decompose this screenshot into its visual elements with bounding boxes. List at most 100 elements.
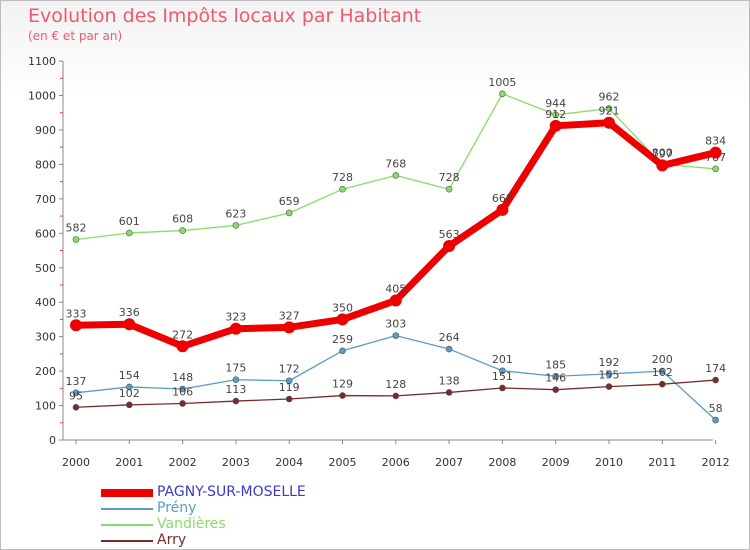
data-label: 137 (66, 375, 87, 388)
data-label: 102 (119, 387, 140, 400)
y-tick-label: 300 (35, 331, 56, 344)
y-tick-label: 700 (35, 193, 56, 206)
x-tick-label: 2000 (62, 456, 90, 469)
data-label: 175 (225, 362, 246, 375)
data-point (445, 389, 453, 396)
data-label: 323 (225, 311, 246, 324)
data-label: 154 (119, 369, 140, 382)
x-tick-label: 2004 (275, 456, 303, 469)
data-point (339, 392, 346, 399)
x-tick-label: 2001 (115, 456, 143, 469)
data-point (232, 376, 240, 384)
data-point (605, 105, 613, 112)
data-label: 608 (172, 213, 193, 226)
data-label: 728 (439, 171, 460, 184)
data-point (712, 376, 719, 384)
data-point (656, 159, 669, 172)
y-tick-label: 600 (35, 227, 56, 240)
data-label: 148 (172, 371, 193, 384)
legend-swatch (101, 524, 153, 526)
series-line (75, 119, 717, 350)
x-tick-label: 2008 (488, 456, 516, 469)
data-label: 921 (599, 105, 620, 118)
data-label: 659 (279, 195, 300, 208)
data-point (499, 384, 506, 392)
legend-item: Prény (101, 500, 421, 517)
data-point (658, 367, 666, 375)
series-arry: 95 102 106 113 119 129 128 138 151 146 155 162 174 (69, 362, 726, 411)
data-point (552, 372, 560, 380)
data-point (70, 319, 82, 332)
legend-label: Arry (157, 532, 187, 548)
data-label: 834 (705, 135, 726, 148)
chart-title: Evolution des Impôts locaux par Habitant (28, 5, 422, 27)
data-point (552, 111, 560, 119)
series-vandi-res: 5826016086236597287687281005944962800787 (66, 76, 726, 243)
data-label: 146 (545, 372, 566, 385)
data-point (285, 377, 293, 385)
series-pr-ny: 137 154 148 175 172 259 303 264 201 185 192 200 58 (66, 318, 723, 424)
series-pagny-sur-moselle: 333 336 272 323 327 350 405 563 668 912 921 797 834 (66, 105, 726, 353)
x-tick-label: 2007 (435, 456, 463, 469)
legend-swatch (101, 508, 153, 510)
data-point (126, 229, 133, 237)
data-point (496, 203, 509, 216)
data-point (445, 345, 453, 353)
y-tick-label: 1100 (28, 55, 56, 68)
data-label: 172 (279, 363, 300, 376)
data-label: 623 (225, 207, 246, 220)
data-label: 563 (439, 228, 460, 241)
legend-label: Vandières (157, 516, 226, 532)
data-label: 151 (492, 370, 513, 383)
data-label: 129 (332, 378, 353, 391)
data-label: 336 (119, 306, 140, 319)
y-tick-label: 400 (35, 296, 56, 309)
data-label: 350 (332, 301, 353, 314)
data-point (126, 401, 133, 409)
data-label: 303 (385, 318, 406, 331)
data-label: 174 (705, 362, 726, 375)
data-label: 797 (652, 147, 673, 160)
data-label: 327 (279, 309, 300, 322)
data-point (176, 340, 189, 353)
data-label: 128 (385, 378, 406, 391)
data-point (72, 403, 80, 411)
y-tick-label: 200 (35, 365, 56, 378)
data-point (72, 236, 80, 243)
y-tick-label: 900 (35, 124, 56, 137)
x-tick-label: 2010 (595, 456, 623, 469)
data-point (603, 116, 615, 129)
data-label: 962 (599, 91, 620, 104)
data-label: 333 (66, 307, 87, 320)
data-label: 405 (385, 282, 406, 295)
x-tick-label: 2005 (329, 456, 357, 469)
data-label: 138 (439, 374, 460, 387)
data-label: 113 (225, 383, 246, 396)
y-tick-label: 100 (35, 400, 56, 413)
data-label: 601 (119, 215, 140, 228)
data-point (283, 321, 296, 334)
x-tick-label: 2002 (169, 456, 197, 469)
legend-item: Vandières (101, 516, 421, 533)
data-label: 944 (545, 97, 566, 110)
data-point (232, 397, 240, 405)
data-point (658, 380, 666, 388)
x-tick-label: 2011 (648, 456, 676, 469)
data-point (499, 367, 506, 375)
data-label: 668 (492, 192, 513, 205)
x-tick-label: 2003 (222, 456, 250, 469)
data-point (709, 146, 722, 159)
data-label: 201 (492, 353, 513, 366)
data-label: 259 (332, 333, 353, 346)
data-label: 192 (599, 356, 620, 369)
data-point (123, 318, 136, 331)
data-point (285, 395, 293, 403)
data-point (339, 185, 346, 193)
data-point (712, 165, 719, 173)
data-label: 272 (172, 328, 193, 341)
data-point (392, 332, 400, 339)
data-point (285, 209, 293, 217)
data-point (179, 227, 186, 234)
chart-legend: PAGNY-SUR-MOSELLE Prény Vandières Arry (101, 484, 421, 549)
